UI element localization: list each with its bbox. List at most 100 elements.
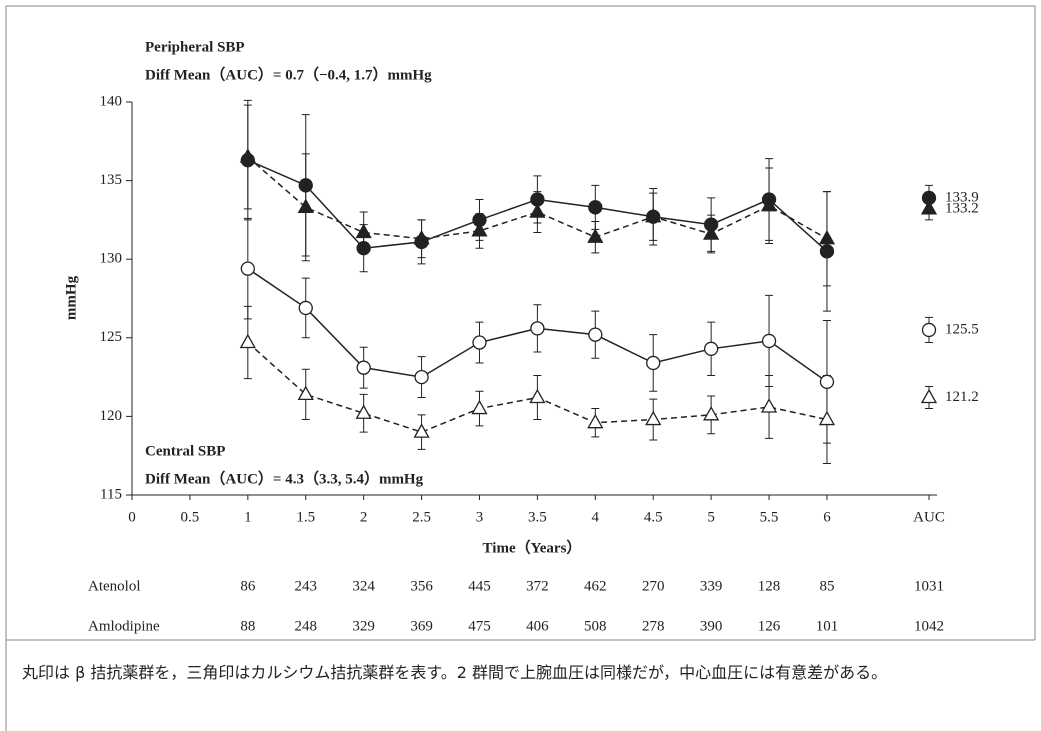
caption: 丸印は β 拮抗薬群を，三角印はカルシウム拮抗薬群を表す。2 群間で上腕血圧は同… <box>22 663 888 682</box>
x-tick-label: 3 <box>476 509 484 525</box>
marker <box>471 399 488 415</box>
count: 445 <box>468 578 491 594</box>
marker <box>819 244 835 259</box>
row-label: Atenolol <box>88 578 141 594</box>
count: 390 <box>700 618 723 634</box>
marker <box>471 222 488 237</box>
x-tick-label: 2 <box>360 509 368 525</box>
marker <box>355 404 372 419</box>
count: 270 <box>642 578 665 594</box>
annotation: Diff Mean（AUC）= 4.3（3.3, 5.4）mmHg <box>145 469 424 487</box>
x-tick-label: 5.5 <box>760 509 779 525</box>
count: 278 <box>642 618 665 634</box>
count: 339 <box>700 578 723 594</box>
marker <box>239 333 256 349</box>
x-tick-label: 2.5 <box>412 509 431 525</box>
y-axis-title: mmHg <box>63 275 79 320</box>
marker <box>760 398 778 413</box>
auc-label: 133.9 <box>945 189 979 205</box>
marker <box>920 200 938 215</box>
marker <box>646 355 661 371</box>
count: 86 <box>240 578 256 594</box>
marker <box>355 223 372 239</box>
count: 475 <box>468 618 491 634</box>
marker <box>239 148 256 163</box>
marker <box>529 203 546 218</box>
x-tick-label: 0.5 <box>181 509 200 525</box>
marker <box>645 207 662 223</box>
count: 462 <box>584 578 607 594</box>
count: 101 <box>816 618 839 634</box>
count: 248 <box>294 618 317 634</box>
marker <box>472 335 487 350</box>
count: 88 <box>240 618 255 634</box>
auc-label: 125.5 <box>945 321 979 337</box>
marker <box>356 360 371 375</box>
auc-label: 133.2 <box>945 200 979 216</box>
marker <box>414 369 429 385</box>
y-tick-label: 120 <box>100 408 123 424</box>
x-tick-label: 1 <box>244 509 252 525</box>
x-tick-label: 6 <box>823 509 831 525</box>
x-tick-label: 1.5 <box>296 509 315 525</box>
marker <box>818 229 836 245</box>
marker <box>587 413 604 429</box>
marker <box>413 229 430 245</box>
count: 1031 <box>914 578 944 594</box>
annotation: Diff Mean（AUC）= 0.7（−0.4, 1.7）mmHg <box>145 65 432 83</box>
count: 126 <box>758 618 781 634</box>
count: 1042 <box>914 618 944 634</box>
annotation: Peripheral SBP <box>145 39 245 55</box>
y-tick-label: 115 <box>100 486 122 502</box>
count: 329 <box>352 618 375 634</box>
marker <box>703 405 720 421</box>
x-tick-label: AUC <box>913 509 945 525</box>
marker <box>588 327 603 342</box>
count: 369 <box>410 618 433 634</box>
marker <box>703 225 720 240</box>
marker <box>819 374 835 389</box>
marker <box>298 178 313 193</box>
count: 406 <box>526 618 549 634</box>
marker <box>588 200 603 215</box>
auc-label: 121.2 <box>945 389 979 405</box>
marker <box>921 322 937 338</box>
series-line <box>247 156 828 240</box>
marker <box>920 388 938 404</box>
marker <box>297 198 314 213</box>
count: 85 <box>819 578 834 594</box>
marker <box>240 261 255 276</box>
x-tick-label: 5 <box>707 509 715 525</box>
x-axis-title: Time（Years） <box>483 538 582 556</box>
frame <box>5 5 1036 731</box>
x-tick-label: 4 <box>592 509 600 525</box>
count: 372 <box>526 578 549 594</box>
marker <box>530 321 545 336</box>
row-label: Amlodipine <box>88 618 160 634</box>
y-tick-label: 140 <box>100 93 123 109</box>
marker <box>356 241 371 256</box>
marker <box>703 341 719 356</box>
marker <box>760 196 778 212</box>
count: 324 <box>352 578 375 594</box>
y-tick-label: 130 <box>100 251 123 267</box>
marker <box>298 300 313 316</box>
count: 243 <box>294 578 317 594</box>
count: 508 <box>584 618 607 634</box>
count: 356 <box>410 578 433 594</box>
marker <box>529 388 546 404</box>
marker <box>413 423 430 438</box>
y-tick-label: 135 <box>100 172 123 188</box>
count: 128 <box>758 578 781 594</box>
y-tick-label: 125 <box>100 329 123 345</box>
marker <box>297 385 314 401</box>
x-tick-label: 4.5 <box>644 509 663 525</box>
marker <box>818 410 836 426</box>
x-tick-label: 3.5 <box>528 509 547 525</box>
x-tick-label: 0 <box>128 509 136 525</box>
marker <box>645 410 662 426</box>
marker <box>587 228 604 243</box>
annotation: Central SBP <box>145 443 225 459</box>
marker <box>761 333 777 349</box>
